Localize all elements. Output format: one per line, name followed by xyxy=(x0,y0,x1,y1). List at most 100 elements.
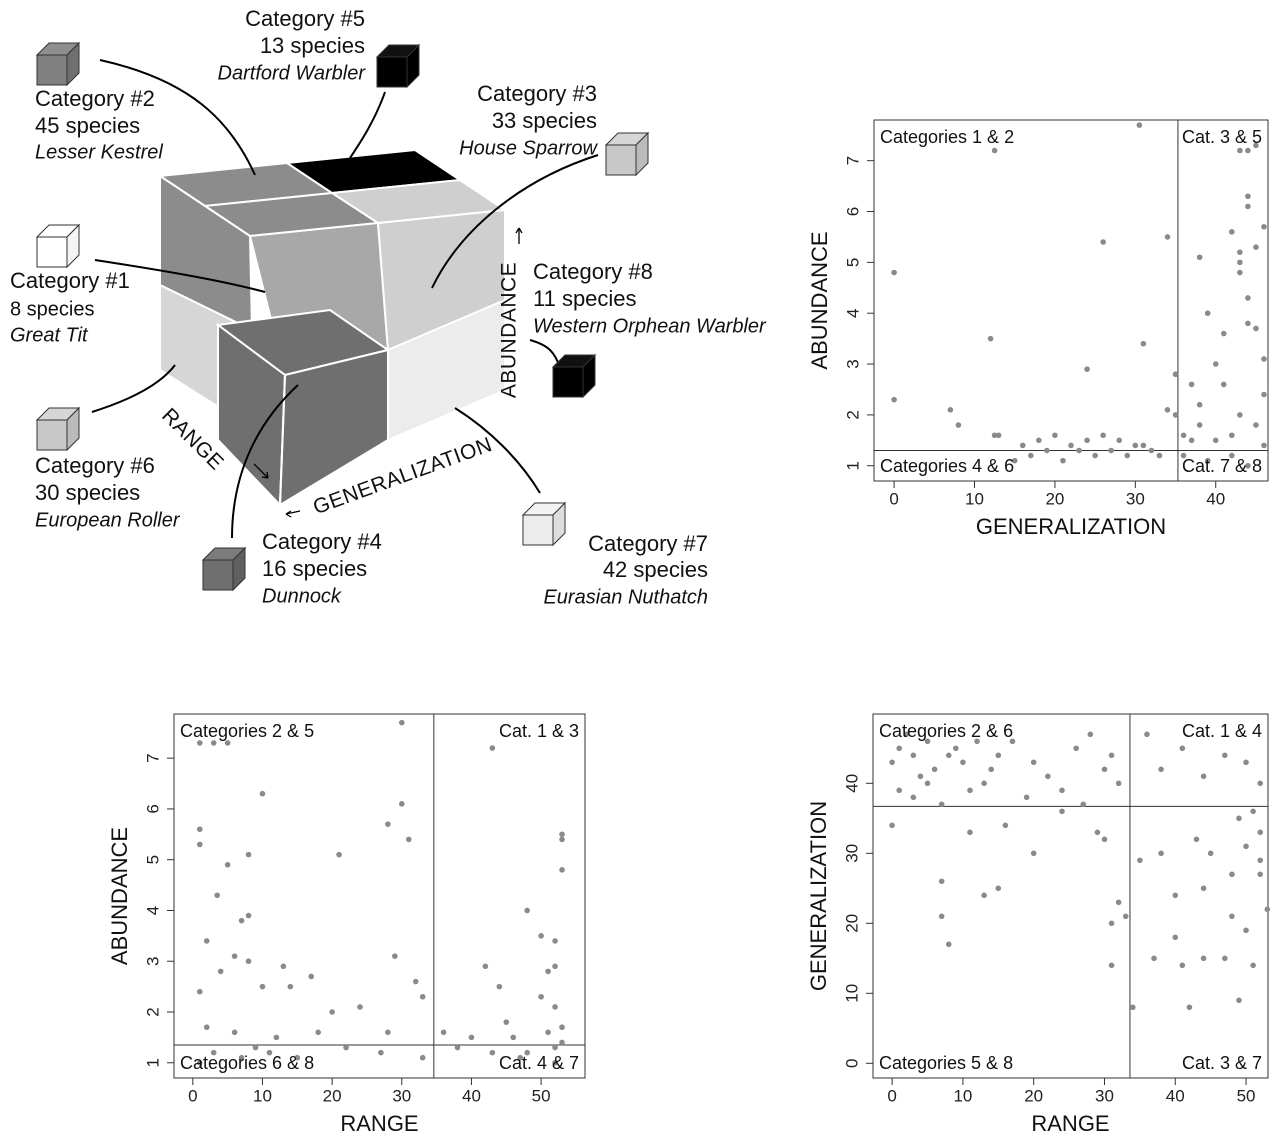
point xyxy=(1044,448,1050,454)
x-tick-label: 30 xyxy=(1126,489,1145,508)
category-title: Category #3 xyxy=(477,81,597,106)
point xyxy=(232,1030,238,1036)
point xyxy=(214,892,220,898)
point xyxy=(1237,260,1243,266)
point xyxy=(1229,229,1235,235)
point xyxy=(1236,816,1242,822)
point xyxy=(1180,963,1186,969)
point xyxy=(981,781,987,787)
point xyxy=(1172,893,1178,899)
point xyxy=(1031,760,1037,766)
quadrant-label: Cat. 1 & 3 xyxy=(499,721,579,741)
icon-face xyxy=(37,55,67,85)
category-species: European Roller xyxy=(35,509,181,531)
category-species: Dunnock xyxy=(262,585,342,607)
point xyxy=(1261,224,1267,230)
category-2: Category #2 45 species Lesser Kestrel xyxy=(35,86,163,163)
point xyxy=(946,942,952,948)
point xyxy=(1052,432,1058,438)
point xyxy=(1141,341,1147,347)
x-tick-label: 20 xyxy=(1024,1086,1043,1105)
point xyxy=(1250,963,1256,969)
point xyxy=(1149,448,1155,454)
point xyxy=(1144,732,1150,738)
point xyxy=(1084,366,1090,372)
icon-face xyxy=(37,237,67,267)
y-tick-label: 1 xyxy=(143,1058,162,1067)
point xyxy=(441,1030,447,1036)
point xyxy=(559,1024,565,1030)
point xyxy=(1245,295,1251,301)
point xyxy=(1036,438,1042,444)
point xyxy=(420,1055,426,1061)
point xyxy=(1059,788,1065,794)
y-tick-label: 0 xyxy=(842,1059,861,1068)
category-title: Category #4 xyxy=(262,529,382,554)
point xyxy=(1109,753,1115,759)
category-title: Category #2 xyxy=(35,86,155,111)
point xyxy=(1158,851,1164,857)
point xyxy=(413,979,419,985)
point xyxy=(946,753,952,759)
y-tick-label: 2 xyxy=(843,410,862,419)
point xyxy=(552,1045,558,1051)
quadrant-label: Categories 6 & 8 xyxy=(180,1053,314,1073)
point xyxy=(232,953,238,959)
point xyxy=(1205,310,1211,316)
point xyxy=(483,964,489,970)
point xyxy=(1229,432,1235,438)
scatter-plot: 01020304050010203040RANGEGENERALIZATIONC… xyxy=(806,714,1270,1136)
y-tick-label: 1 xyxy=(843,461,862,470)
point xyxy=(1197,254,1203,260)
point xyxy=(1100,432,1106,438)
point xyxy=(197,989,203,995)
point xyxy=(1116,900,1122,906)
point xyxy=(1194,837,1200,843)
point xyxy=(1059,809,1065,815)
x-tick-label: 0 xyxy=(889,489,898,508)
point xyxy=(889,760,895,766)
point xyxy=(1237,148,1243,154)
point xyxy=(315,1030,321,1036)
point xyxy=(1245,148,1251,154)
point xyxy=(225,740,231,746)
point xyxy=(559,1040,565,1046)
point xyxy=(891,397,897,403)
point xyxy=(1130,1005,1136,1011)
point xyxy=(1189,438,1195,444)
point xyxy=(503,1019,509,1025)
point xyxy=(552,1004,558,1010)
category-title: Category #6 xyxy=(35,453,155,478)
point xyxy=(1045,774,1051,780)
x-axis-label: GENERALIZATION xyxy=(976,514,1166,539)
point xyxy=(956,422,962,428)
point xyxy=(357,1004,363,1010)
point xyxy=(559,867,565,873)
point xyxy=(1020,443,1026,449)
category-4: Category #4 16 species Dunnock xyxy=(262,529,382,607)
point xyxy=(420,994,426,1000)
quadrant-label: Cat. 4 & 7 xyxy=(499,1053,579,1073)
point xyxy=(455,1045,461,1051)
point xyxy=(932,767,938,773)
point xyxy=(1213,438,1219,444)
point xyxy=(1250,809,1256,815)
point xyxy=(510,1035,516,1041)
category-count: 11 species xyxy=(533,286,637,311)
point xyxy=(1236,998,1242,1004)
y-tick-label: 6 xyxy=(143,804,162,813)
x-tick-label: 50 xyxy=(532,1086,551,1105)
plot-frame xyxy=(174,714,585,1078)
x-tick-label: 40 xyxy=(1206,489,1225,508)
y-tick-label: 3 xyxy=(843,359,862,368)
x-tick-label: 10 xyxy=(965,489,984,508)
point xyxy=(524,908,530,914)
point xyxy=(1189,382,1195,388)
point xyxy=(399,720,405,726)
point xyxy=(308,974,314,980)
x-tick-label: 40 xyxy=(1166,1086,1185,1105)
y-tick-label: 3 xyxy=(143,957,162,966)
x-tick-label: 50 xyxy=(1237,1086,1256,1105)
y-tick-label: 6 xyxy=(843,207,862,216)
point xyxy=(197,842,203,848)
